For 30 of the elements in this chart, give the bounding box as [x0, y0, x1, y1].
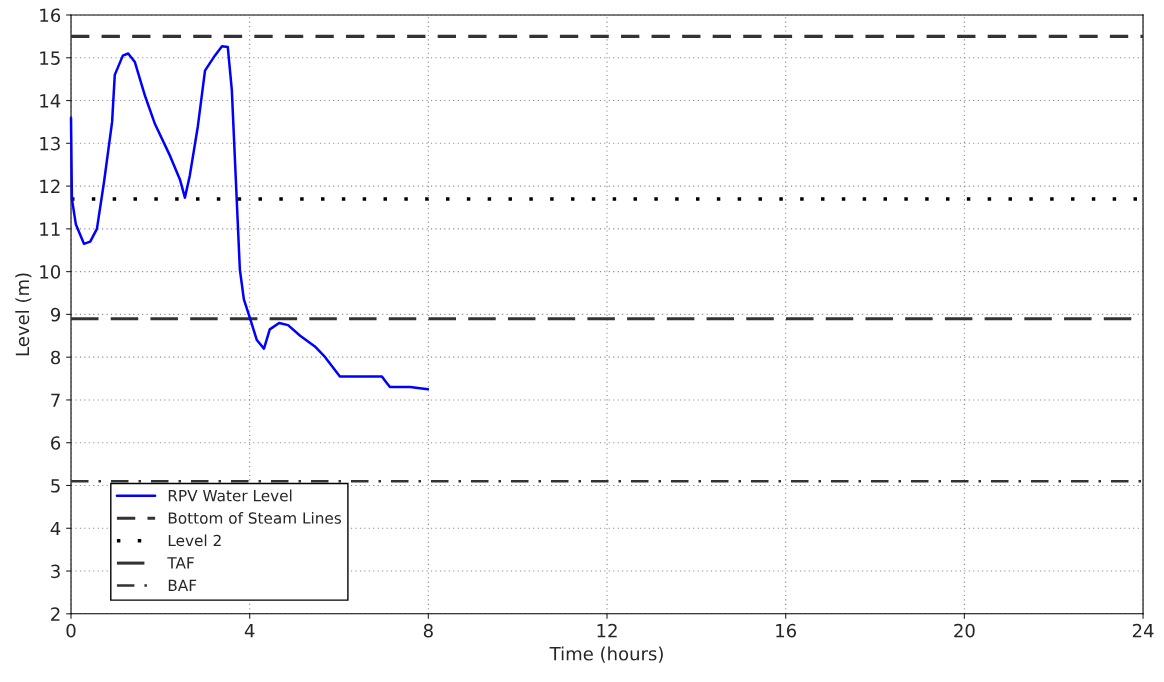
y-tick-label: 9 — [50, 307, 61, 322]
y-tick-label: 10 — [40, 265, 61, 279]
y-tick-label: 4 — [50, 521, 61, 536]
x-tick-label: 4 — [244, 624, 255, 638]
y-tick-label: 2 — [51, 607, 60, 621]
legend-label: Bottom of Steam Lines — [168, 512, 342, 524]
y-axis-title: Level (m) — [15, 273, 32, 356]
y-tick-label: 16 — [40, 8, 61, 23]
y-tick-label: 3 — [51, 564, 60, 579]
x-axis-title: Time (hours) — [549, 646, 663, 663]
y-tick-label: 14 — [40, 94, 61, 108]
x-tick-label: 0 — [66, 623, 76, 638]
legend-label: Level 2 — [168, 534, 221, 547]
y-tick-label: 8 — [51, 350, 61, 365]
y-tick-label: 7 — [51, 393, 60, 407]
legend-label: TAF — [167, 557, 194, 569]
x-tick-label: 12 — [597, 623, 617, 638]
x-tick-label: 8 — [423, 623, 433, 638]
y-tick-label: 12 — [40, 179, 60, 193]
x-tick-label: 16 — [776, 623, 797, 638]
y-tick-label: 15 — [40, 51, 60, 65]
x-tick-label: 24 — [1132, 623, 1154, 638]
y-tick-label: 6 — [51, 436, 61, 450]
line-series — [69, 44, 430, 391]
y-tick-label: 13 — [40, 136, 60, 151]
legend-label: RPV Water Level — [168, 489, 292, 502]
y-tick-label: 11 — [40, 222, 60, 236]
x-tick-label: 20 — [954, 623, 975, 638]
y-tick-label: 5 — [51, 479, 60, 493]
legend-label: BAF — [168, 579, 197, 591]
